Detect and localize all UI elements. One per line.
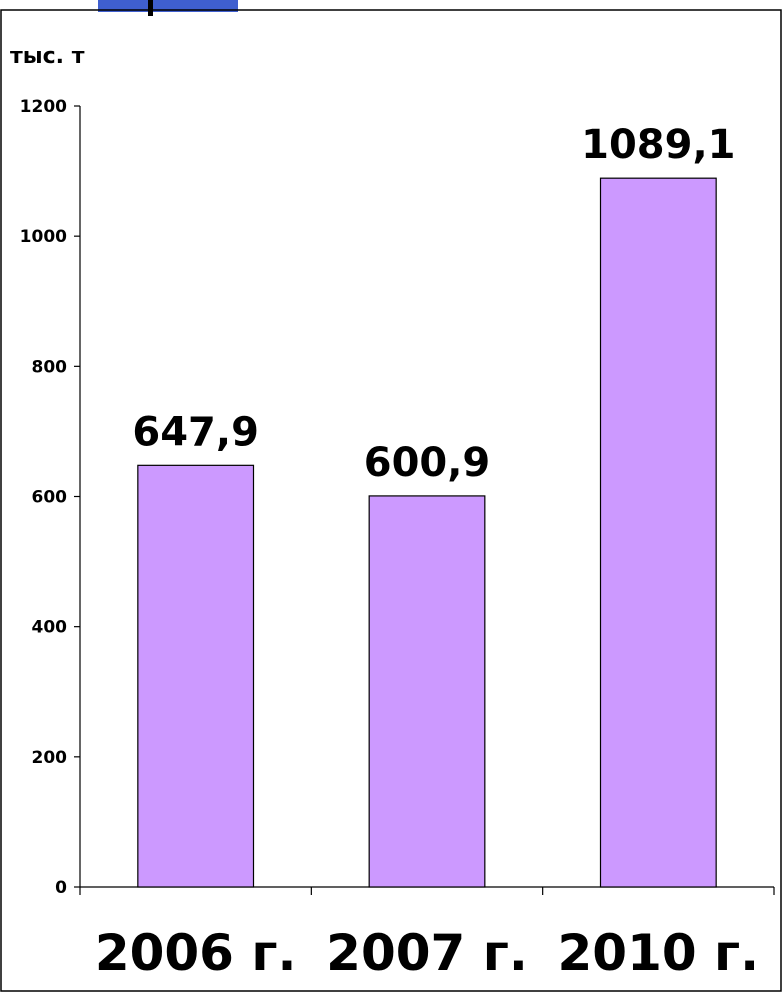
y-tick-label: 600 — [32, 488, 68, 508]
y-tick-label: 400 — [32, 618, 68, 638]
corner-decoration-tick — [148, 0, 153, 16]
y-tick-label: 0 — [55, 878, 67, 898]
y-tick-label: 200 — [32, 748, 68, 768]
corner-decoration — [98, 0, 238, 12]
bar — [599, 177, 717, 888]
chart-border — [0, 9, 782, 992]
data-label: 600,9 — [364, 440, 491, 486]
x-category-label: 2010 г. — [557, 924, 759, 982]
y-unit-label: тыс. т — [10, 44, 85, 69]
bar — [137, 464, 255, 888]
x-category-label: 2006 г. — [95, 924, 297, 982]
bars — [137, 177, 717, 888]
y-tick-label: 800 — [32, 357, 68, 377]
x-category-label: 2007 г. — [326, 924, 528, 982]
data-label: 647,9 — [132, 409, 259, 455]
labels: 647,9 2006 г. 600,9 2007 г. 1089,1 2010 г. — [95, 122, 759, 982]
y-tick-label: 1000 — [20, 227, 67, 247]
bar — [368, 495, 486, 888]
data-label: 1089,1 — [581, 122, 735, 168]
y-tick-label: 1200 — [20, 97, 67, 117]
